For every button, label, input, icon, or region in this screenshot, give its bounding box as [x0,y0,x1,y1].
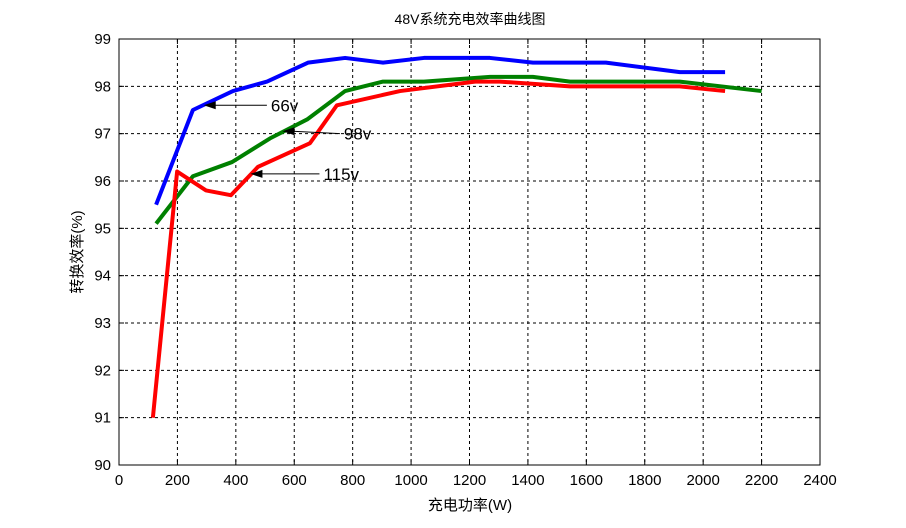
y-tick-label: 92 [94,362,111,379]
plot-frame [118,38,821,466]
x-tick-label: 400 [223,472,248,489]
x-tick-label: 600 [282,472,307,489]
annotation-label: 66v [271,96,299,115]
annotations: 66v 98v 115v [203,96,372,184]
y-tick-label: 95 [94,220,111,237]
arrowhead-icon [282,127,295,136]
x-tick-label: 2200 [745,472,778,489]
y-axis-label: 转换效率(%) [69,210,86,293]
x-tick-label: 0 [115,472,123,489]
annotation-label: 98v [344,125,372,144]
x-tick-label: 800 [340,472,365,489]
y-tick-label: 97 [94,126,111,143]
arrowhead-icon [203,101,216,110]
x-tick-label: 200 [165,472,190,489]
arrowhead-icon [250,169,263,178]
y-tick-label: 99 [94,31,111,48]
x-tick-label: 2400 [803,472,836,489]
annotation-label: 115v [323,165,359,184]
annotation-arrow [292,130,340,135]
y-tick-label: 91 [94,410,111,427]
series-line-1 [154,74,762,225]
y-tick-label: 90 [94,457,111,474]
series [150,55,762,418]
x-tick-label: 1200 [453,472,486,489]
series-line-2 [150,79,726,418]
x-tick-label: 1000 [394,472,427,489]
ticks: 0 200 400 600 800 1000 1200 1400 1600 1800 2000 220… [94,31,836,489]
chart-title: 48V系统充电效率曲线图 [395,11,546,27]
y-tick-label: 96 [94,173,111,190]
y-tick-label: 98 [94,78,111,95]
series-line-0 [154,55,726,206]
y-tick-label: 93 [94,315,111,332]
x-tick-label: 1600 [570,472,603,489]
x-tick-label: 1800 [628,472,661,489]
y-tick-label: 94 [94,268,111,285]
x-axis-label: 充电功率(W) [428,497,512,514]
grid [119,39,820,465]
x-tick-label: 1400 [511,472,544,489]
x-tick-label: 2000 [686,472,719,489]
